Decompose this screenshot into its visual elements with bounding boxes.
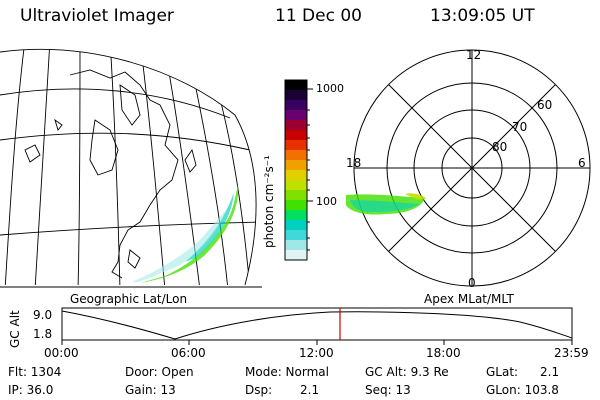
info-glon: GLon: 103.8 <box>486 383 559 397</box>
info-dsp-label: Dsp: <box>245 383 273 397</box>
colorbar-segment <box>285 190 307 201</box>
colorbar-segment <box>285 100 307 111</box>
colorbar-segment <box>285 180 307 191</box>
geographic-title: Geographic Lat/Lon <box>70 292 188 306</box>
polar-mlt-12: 12 <box>466 48 482 62</box>
colorbar-segment <box>285 110 307 121</box>
polar-lat-80: 80 <box>492 140 508 154</box>
polar-mlt-0: 0 <box>468 276 476 290</box>
colorbar-segment <box>285 80 307 91</box>
altitude-xtick-1200: 12:00 <box>299 346 334 360</box>
info-mode: Mode: Normal <box>245 365 329 379</box>
info-glat-label: GLat: <box>486 365 519 379</box>
time-label: 13:09:05 UT <box>430 6 535 26</box>
polar-mlt-18: 18 <box>346 156 362 170</box>
colorbar-unit-label: photon cm⁻²s⁻¹ <box>262 155 276 248</box>
altitude-ytick-1-8: 1.8 <box>33 327 53 341</box>
colorbar-tick-100: 100 <box>316 195 337 208</box>
colorbar-segment <box>285 240 307 251</box>
info-glat-value: 2.1 <box>540 365 560 379</box>
polar-lat-60: 60 <box>537 98 553 112</box>
colorbar-segment <box>285 230 307 241</box>
info-gain: Gain: 13 <box>125 383 176 397</box>
altitude-ytick-9: 9.0 <box>33 308 53 322</box>
info-dsp-value: 2.1 <box>300 383 320 397</box>
info-ip: IP: 36.0 <box>8 383 54 397</box>
instrument-title: Ultraviolet Imager <box>20 6 174 26</box>
altitude-ylabel: GC Alt <box>8 310 22 348</box>
colorbar-segment <box>285 200 307 211</box>
info-flt: Flt: 1304 <box>8 365 62 379</box>
polar-lat-70: 70 <box>512 120 528 134</box>
colorbar-segment <box>285 160 307 171</box>
colorbar-segment <box>285 120 307 131</box>
colorbar-segment <box>285 170 307 181</box>
colorbar-segment <box>285 250 307 261</box>
altitude-xtick-2359: 23:59 <box>554 346 589 360</box>
colorbar-segment <box>285 140 307 151</box>
date-label: 11 Dec 00 <box>275 6 362 26</box>
colorbar-tick-1000: 1000 <box>316 82 344 95</box>
info-door: Door: Open <box>125 365 194 379</box>
info-gcalt: GC Alt: 9.3 Re <box>365 365 449 379</box>
colorbar-segment <box>285 210 307 221</box>
polar-mlt-6: 6 <box>578 156 586 170</box>
altitude-xtick-0600: 06:00 <box>171 346 206 360</box>
colorbar-segment <box>285 150 307 161</box>
colorbar-segment <box>285 130 307 141</box>
colorbar-segment <box>285 90 307 101</box>
altitude-xtick-1800: 18:00 <box>426 346 461 360</box>
colorbar-segment <box>285 220 307 231</box>
apex-title: Apex MLat/MLT <box>424 292 514 306</box>
info-seq: Seq: 13 <box>365 383 411 397</box>
altitude-xtick-0000: 00:00 <box>44 346 79 360</box>
